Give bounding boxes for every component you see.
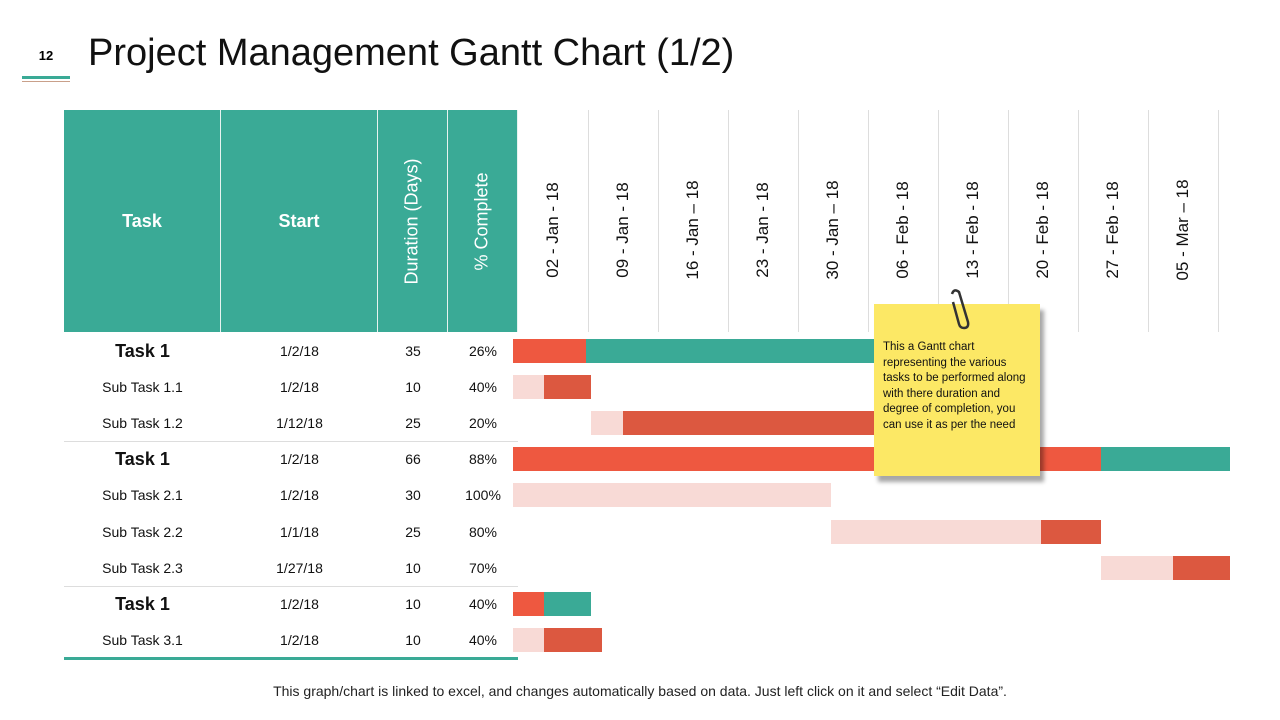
group-divider [64,441,518,442]
cell-pct: 40% [468,379,498,396]
timeline-column: 05 - Mar – 18 [1148,110,1219,332]
table-row: Task 1 1/2/18 10 40% [64,586,518,622]
page-title: Project Management Gantt Chart (1/2) [88,32,735,74]
timeline-column: 02 - Jan - 18 [518,110,589,332]
header-duration-label: Duration (Days) [402,157,423,285]
cell-start: 1/2/18 [280,379,319,396]
header-complete: % Complete [448,110,518,332]
bar-remaining [585,339,894,363]
cell-start: 1/2/18 [280,595,319,612]
header-start: Start [221,110,378,332]
header-complete-label: % Complete [472,171,493,271]
cell-start: 1/2/18 [280,343,319,359]
page-number-underline [22,76,70,79]
timeline-label: 16 - Jan – 18 [683,180,702,280]
cell-start: 1/2/18 [280,631,319,648]
sticky-note: This a Gantt chart representing the vari… [874,304,1040,476]
timeline-label: 09 - Jan - 18 [613,182,632,278]
cell-task: Task 1 [115,449,170,470]
bar-done [513,375,545,400]
table-row: Sub Task 2.1 1/2/18 30 100% [64,477,518,513]
cell-duration: 10 [405,379,421,396]
bar-remaining [1100,447,1230,472]
cell-pct: 26% [468,343,498,359]
cell-start: 1/2/18 [280,487,319,504]
footer-note: This graph/chart is linked to excel, and… [273,683,1007,699]
bar-remaining [622,411,895,436]
page-number-underline-thin [22,81,70,82]
cell-pct: 40% [468,631,498,648]
cell-start: 1/2/18 [280,451,319,468]
timeline-column: 23 - Jan - 18 [728,110,799,332]
timeline-label: 30 - Jan – 18 [823,180,842,280]
table-row: Task 1 1/2/18 35 26% [64,333,518,369]
bar-remaining [1040,519,1101,544]
cell-pct: 100% [465,487,501,504]
cell-pct: 88% [468,451,498,468]
timeline-label: 05 - Mar – 18 [1173,179,1192,281]
bar-done [513,627,545,652]
header-duration: Duration (Days) [378,110,448,332]
bar-done [513,591,545,616]
paperclip-icon [950,289,970,330]
cell-duration: 25 [405,415,421,432]
cell-duration: 66 [405,451,421,468]
cell-duration: 30 [405,487,421,504]
timeline-column: 20 - Feb - 18 [1008,110,1079,332]
cell-task: Sub Task 1.1 [102,379,183,396]
bar-done [831,519,1041,544]
bar-remaining [544,375,592,400]
timeline-label: 06 - Feb - 18 [893,181,912,279]
bar-remaining [1173,555,1230,580]
bar-remaining [544,591,592,616]
cell-duration: 10 [405,595,421,612]
timeline-column: 27 - Feb - 18 [1078,110,1149,332]
cell-pct: 20% [468,415,498,432]
timeline-label: 13 - Feb - 18 [963,181,982,279]
table-row: Sub Task 3.1 1/2/18 10 40% [64,622,518,658]
cell-task: Sub Task 2.1 [102,487,183,504]
timeline-column: 09 - Jan - 18 [588,110,659,332]
cell-task: Sub Task 2.2 [102,523,183,540]
cell-task: Task 1 [115,341,170,361]
table-row: Sub Task 2.2 1/1/18 25 80% [64,514,518,550]
bar-done [591,411,623,436]
cell-start: 1/12/18 [276,415,323,432]
header-task: Task [64,110,221,332]
cell-task: Sub Task 1.2 [102,415,183,432]
cell-start: 1/1/18 [280,523,319,540]
timeline-column: 13 - Feb - 18 [938,110,1009,332]
timeline-column: 06 - Feb - 18 [868,110,939,332]
cell-start: 1/27/18 [276,559,323,576]
header-start-label: Start [278,210,320,231]
cell-task: Sub Task 3.1 [102,631,183,648]
table-bottom-border [64,657,518,660]
header-task-label: Task [122,210,162,231]
cell-duration: 10 [405,631,421,648]
group-divider [64,586,518,587]
cell-pct: 80% [468,523,498,540]
cell-duration: 25 [405,523,421,540]
table-row: Sub Task 1.2 1/12/18 25 20% [64,405,518,441]
table-row: Task 1 1/2/18 66 88% [64,441,518,477]
table-row: Sub Task 2.3 1/27/18 10 70% [64,550,518,586]
timeline-column: 30 - Jan – 18 [798,110,869,332]
bar-done [1100,555,1174,580]
cell-task: Task 1 [115,593,170,614]
bar-done [513,339,586,363]
cell-pct: 70% [468,559,498,576]
bar-remaining [544,627,603,652]
timeline-label: 23 - Jan - 18 [753,182,772,278]
timeline-label: 02 - Jan - 18 [543,182,562,278]
bar-done [513,483,832,508]
page-number: 12 [38,48,54,63]
table-row: Sub Task 1.1 1/2/18 10 40% [64,369,518,405]
timeline-label: 20 - Feb - 18 [1033,181,1052,279]
cell-duration: 10 [405,559,421,576]
timeline-label: 27 - Feb - 18 [1103,181,1122,279]
cell-task: Sub Task 2.3 [102,559,183,576]
cell-pct: 40% [468,595,498,612]
cell-duration: 35 [405,343,421,359]
timeline-column: 16 - Jan – 18 [658,110,729,332]
